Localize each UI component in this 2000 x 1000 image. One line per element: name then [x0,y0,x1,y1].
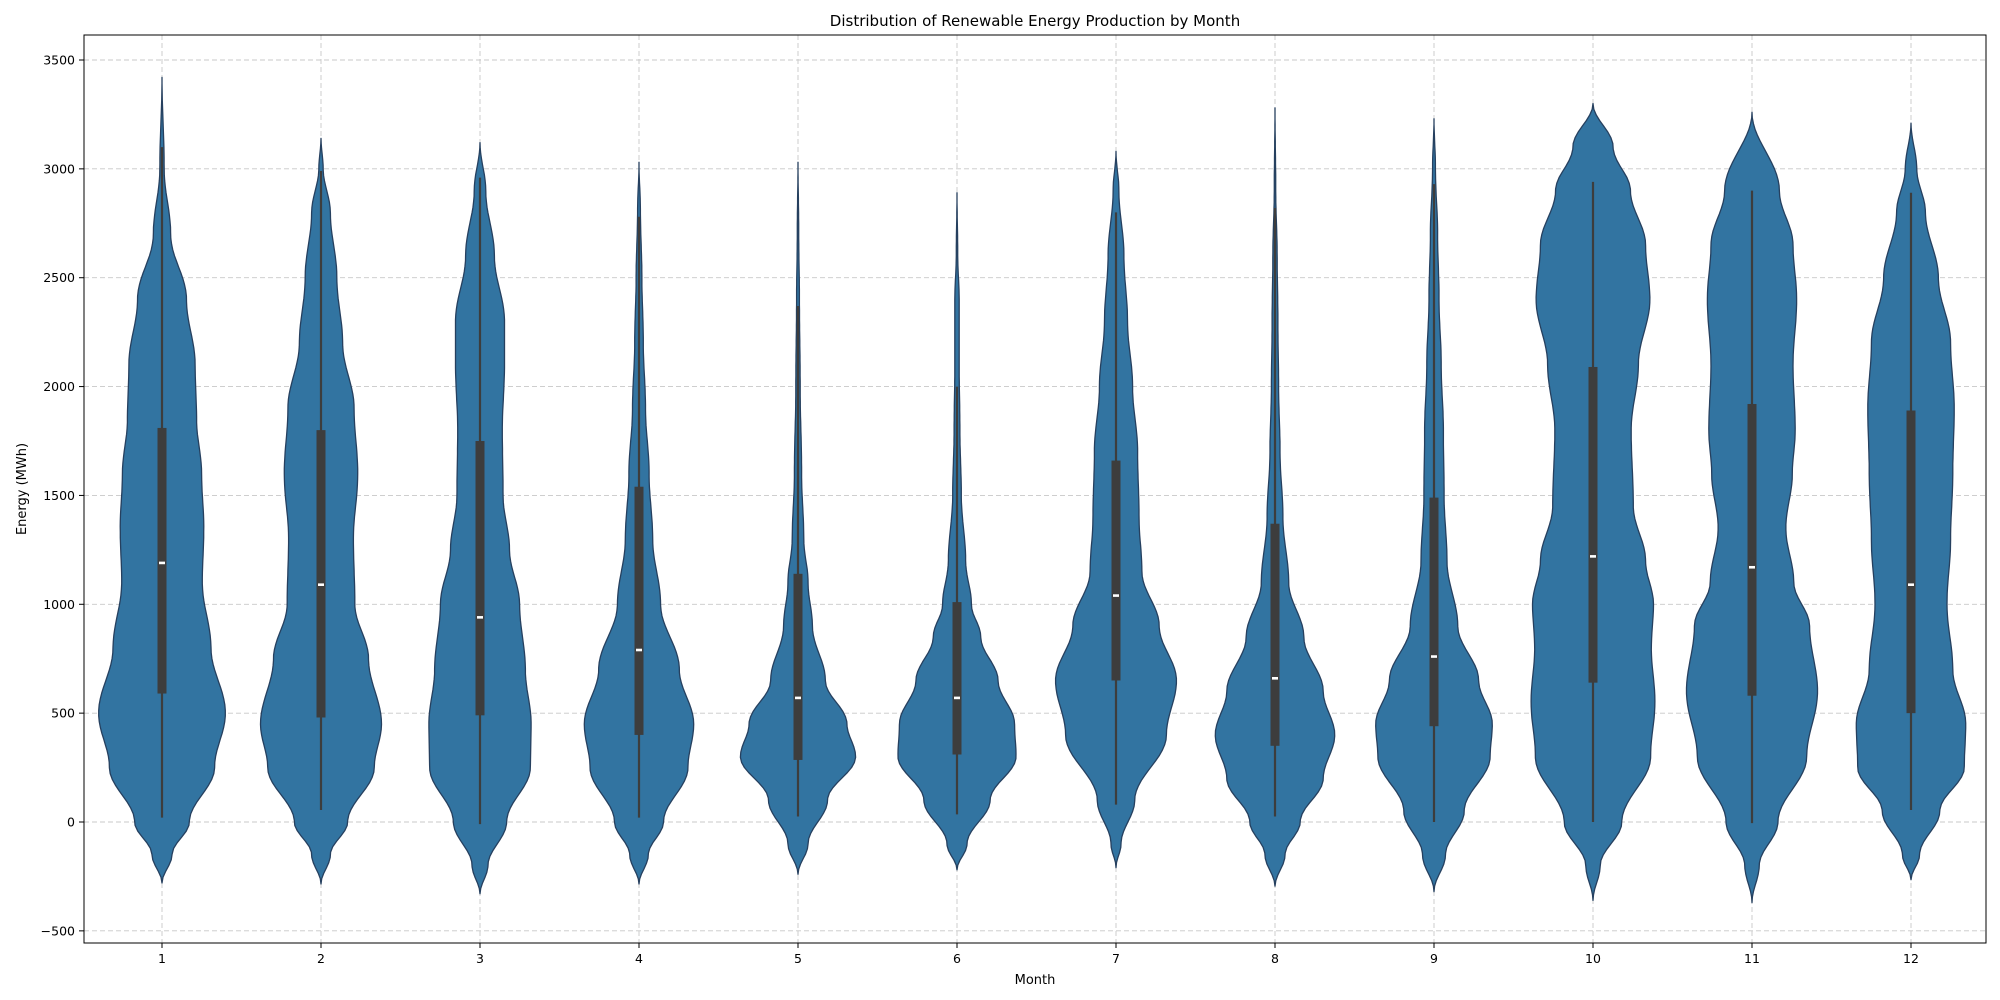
violin-iqr-box [316,430,326,718]
violin-month-5 [739,161,857,875]
violin-month-4 [583,161,695,885]
violin-median [477,616,483,619]
x-tick-label: 9 [1430,951,1438,966]
violin-month-1 [98,76,226,884]
violin-median [954,696,960,700]
violin-iqr-box [1588,366,1598,683]
violin-median [318,583,324,586]
violin-median [1113,594,1119,597]
x-tick-label: 3 [476,951,484,966]
y-tick-label: 2500 [43,270,75,285]
x-tick-label: 10 [1585,951,1601,966]
violin-month-9 [1375,118,1493,893]
violin-median [1749,565,1755,569]
violin-iqr-box [1270,523,1280,746]
violin-iqr-box [634,486,644,735]
x-tick-label: 2 [317,951,325,966]
y-tick-label: 2000 [43,379,75,394]
x-tick-label: 1 [158,951,166,966]
violin-iqr-box [157,427,167,694]
y-tick-label: 0 [67,815,75,830]
plot-frame [83,34,1987,944]
x-tick-label: 7 [1112,951,1120,966]
violin-median [159,561,165,565]
violin-median [1908,583,1914,586]
violin-month-11 [1685,111,1819,904]
violin-month-10 [1530,102,1656,902]
violin-iqr-box [952,602,962,755]
violin-month-8 [1214,107,1336,887]
violin-median [1431,655,1437,658]
x-tick-label: 4 [635,951,643,966]
violin-median [795,696,801,700]
violin-iqr-box [1111,460,1121,681]
x-tick-label: 12 [1903,951,1919,966]
violin-iqr-box [1747,403,1757,696]
violin-month-3 [428,142,532,895]
violin-month-6 [897,192,1017,871]
violin-median [1272,677,1278,680]
violin-iqr-box [793,573,803,760]
violin-iqr-box [1429,497,1439,727]
grid-lines [84,35,1986,943]
x-tick-label: 11 [1744,951,1760,966]
violin-iqr-box [1906,410,1916,714]
x-tick-label: 6 [953,951,961,966]
x-tick-label: 8 [1271,951,1279,966]
x-axis-label: Month [1015,973,1056,988]
violin-iqr-box [475,441,485,716]
chart-title: Distribution of Renewable Energy Product… [830,12,1240,30]
violin-month-12 [1855,122,1967,881]
y-tick-label: 3500 [43,53,75,68]
violin-median [636,648,642,652]
violin-month-7 [1054,150,1178,869]
y-tick-label: 500 [51,706,75,721]
x-tick-label: 5 [794,951,802,966]
y-axis-label: Energy (MWh) [15,443,30,535]
violin-month-2 [259,137,383,885]
violin-median [1590,555,1596,558]
violins [98,76,1967,904]
y-tick-label: −500 [41,923,75,938]
y-tick-label: 3000 [43,161,75,176]
y-tick-label: 1500 [43,488,75,503]
y-tick-label: 1000 [43,597,75,612]
